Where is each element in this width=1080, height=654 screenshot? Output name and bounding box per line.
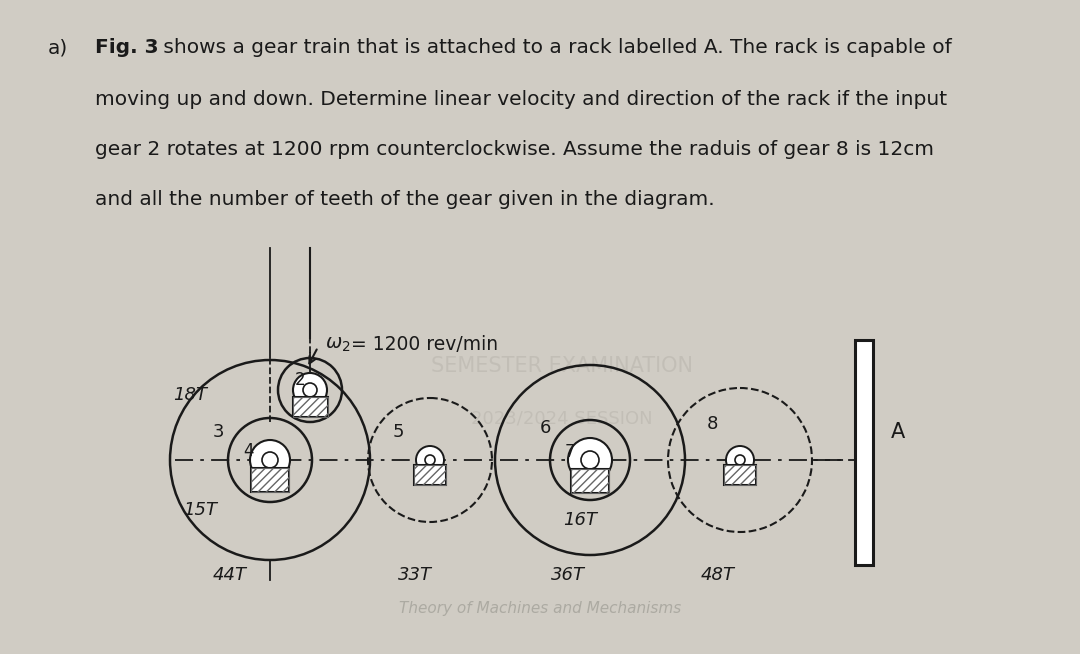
Text: 18T: 18T [173,386,207,404]
Text: Fig. 3: Fig. 3 [95,38,159,57]
Bar [414,465,446,485]
Text: 48T: 48T [701,566,735,584]
Text: 4: 4 [243,442,253,460]
Bar [251,468,289,492]
Bar [293,397,327,417]
Text: shows a gear train that is attached to a rack labelled A. The rack is capable of: shows a gear train that is attached to a… [157,38,951,57]
Bar [414,465,446,485]
Circle shape [293,373,327,407]
Circle shape [303,383,318,397]
Text: A: A [891,422,905,443]
Bar [251,468,289,492]
Text: 5: 5 [392,423,404,441]
Text: 33T: 33T [399,566,432,584]
Circle shape [735,455,745,465]
Bar [571,469,609,493]
Bar [724,465,756,485]
Text: Theory of Machines and Mechanisms: Theory of Machines and Mechanisms [399,601,681,615]
Text: gear 2 rotates at 1200 rpm counterclockwise. Assume the raduis of gear 8 is 12cm: gear 2 rotates at 1200 rpm counterclockw… [95,140,934,159]
Text: = 1200 rev/min: = 1200 rev/min [351,336,498,354]
Text: a): a) [48,38,68,57]
Text: 8: 8 [706,415,718,433]
Text: 6: 6 [539,419,551,437]
Text: 7: 7 [565,443,576,461]
Circle shape [568,438,612,482]
Circle shape [426,455,435,465]
Text: SEMESTER EXAMINATION: SEMESTER EXAMINATION [431,356,692,376]
Circle shape [249,440,291,480]
Text: 44T: 44T [213,566,247,584]
Circle shape [262,452,278,468]
Bar [724,465,756,485]
Text: 2: 2 [295,371,306,389]
Text: 2023/2024 SESSION: 2023/2024 SESSION [471,409,652,428]
Text: 15T: 15T [183,501,217,519]
Circle shape [416,446,444,474]
Bar [293,397,327,417]
Text: 16T: 16T [563,511,597,529]
Circle shape [581,451,599,469]
Text: $\omega_2$: $\omega_2$ [325,336,351,354]
Bar [855,340,873,565]
Bar [571,469,609,493]
Circle shape [726,446,754,474]
Text: 3: 3 [213,423,224,441]
Text: 36T: 36T [551,566,585,584]
Text: and all the number of teeth of the gear given in the diagram.: and all the number of teeth of the gear … [95,190,715,209]
Text: moving up and down. Determine linear velocity and direction of the rack if the i: moving up and down. Determine linear vel… [95,90,947,109]
